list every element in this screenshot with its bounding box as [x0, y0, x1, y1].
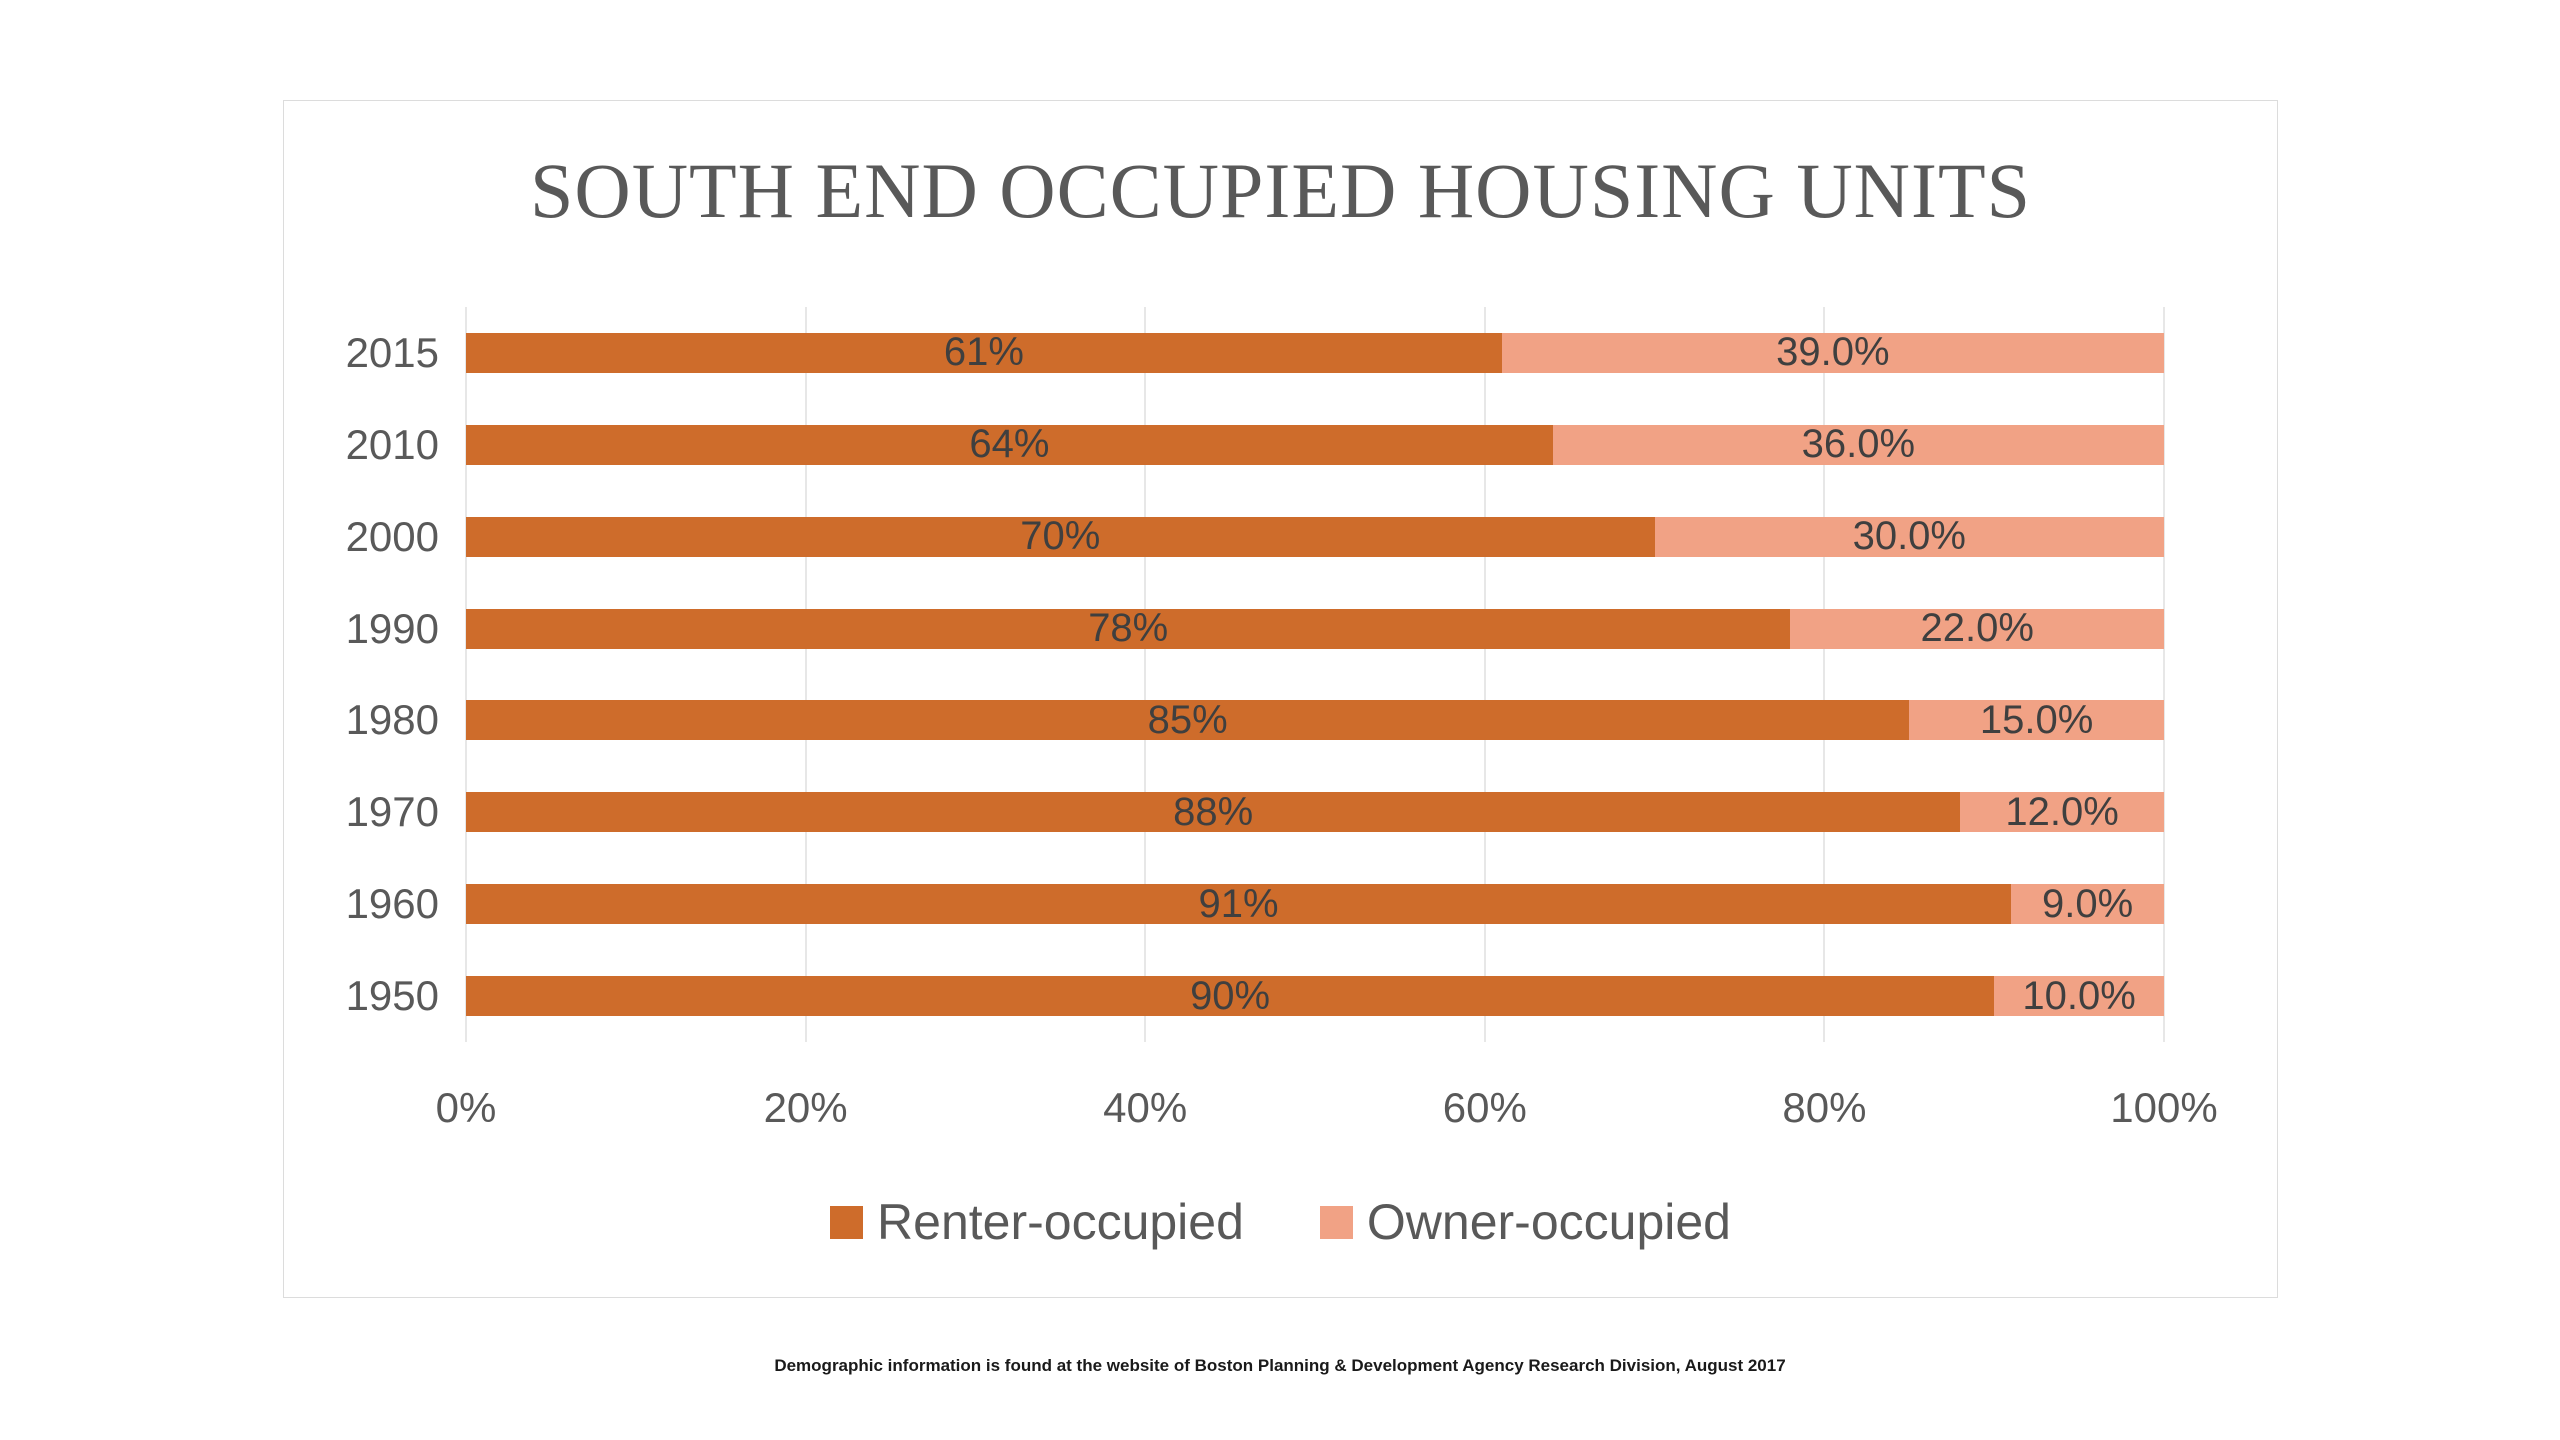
bar-row: 91% 9.0%	[466, 858, 2164, 950]
x-tick-label: 20%	[763, 1084, 848, 1131]
bar-segment: 9.0%	[2011, 881, 2164, 926]
y-axis-label: 1960	[345, 880, 439, 928]
data-label: 90%	[1190, 973, 1271, 1018]
bars-layer: 61% 39.0% 64% 36.0% 70% 30.0% 78% 22.0% 85% 15.0%…	[466, 307, 2164, 1042]
stacked-bar: 61% 39.0%	[466, 330, 2164, 375]
bar-segment: 22.0%	[1790, 606, 2164, 651]
data-label: 39.0%	[1776, 330, 1890, 375]
footnote: Demographic information is found at the …	[774, 1356, 1786, 1375]
bar-segment: 15.0%	[1909, 697, 2164, 742]
data-label: 10.0%	[2022, 973, 2136, 1018]
legend-item: Owner-occupied	[1319, 1193, 1731, 1251]
data-label: 64%	[969, 422, 1050, 467]
stacked-bar: 85% 15.0%	[466, 697, 2164, 742]
gridline	[804, 307, 807, 1042]
data-label: 70%	[1020, 514, 1101, 559]
bar-segment: 36.0%	[1552, 422, 2164, 467]
bar-row: 70% 30.0%	[466, 491, 2164, 583]
data-label: 91%	[1198, 881, 1279, 926]
bar-segment: 30.0%	[1654, 514, 2164, 559]
gridline	[1823, 307, 1826, 1042]
bar-segment: 70%	[466, 514, 1655, 559]
bar-segment: 90%	[466, 973, 1995, 1018]
gridline	[1144, 307, 1147, 1042]
data-label: 22.0%	[1920, 606, 2034, 651]
bar-row: 78% 22.0%	[466, 583, 2164, 675]
bar-segment: 91%	[466, 881, 2012, 926]
gridline	[2163, 307, 2165, 1042]
stacked-bar: 64% 36.0%	[466, 422, 2164, 467]
legend: Renter-occupied Owner-occupied	[284, 1193, 2277, 1251]
bar-segment: 10.0%	[1994, 973, 2164, 1018]
stacked-bar: 70% 30.0%	[466, 514, 2164, 559]
stacked-bar: 90% 10.0%	[466, 973, 2164, 1018]
legend-swatch	[830, 1205, 864, 1239]
stacked-bar: 78% 22.0%	[466, 606, 2164, 651]
data-label: 15.0%	[1979, 697, 2094, 742]
gridline	[1483, 307, 1486, 1042]
bar-row: 85% 15.0%	[466, 675, 2164, 767]
y-axis-label: 2000	[345, 512, 439, 560]
x-tick-label: 60%	[1442, 1084, 1527, 1131]
data-label: 78%	[1088, 606, 1169, 651]
legend-label: Renter-occupied	[877, 1194, 1244, 1250]
x-tick-label: 100%	[2110, 1084, 2218, 1131]
legend-label: Owner-occupied	[1366, 1194, 1731, 1250]
data-label: 12.0%	[2005, 789, 2119, 834]
bar-row: 64% 36.0%	[466, 399, 2164, 491]
x-tick-label: 0%	[435, 1084, 497, 1131]
data-label: 61%	[943, 330, 1024, 375]
bar-row: 90% 10.0%	[466, 950, 2164, 1042]
data-label: 88%	[1173, 789, 1254, 834]
gridline	[465, 307, 467, 1042]
y-axis-label: 2010	[345, 420, 439, 468]
stacked-bar: 88% 12.0%	[466, 789, 2164, 834]
bar-segment: 85%	[466, 697, 1910, 742]
bar-row: 61% 39.0%	[466, 307, 2164, 399]
bar-segment: 61%	[466, 330, 1502, 375]
data-label: 9.0%	[2041, 881, 2134, 926]
y-axis-label: 1950	[345, 972, 439, 1020]
legend-item: Renter-occupied	[830, 1193, 1244, 1251]
stacked-bar: 91% 9.0%	[466, 881, 2164, 926]
bar-row: 88% 12.0%	[466, 766, 2164, 858]
y-axis-label: 1980	[345, 696, 439, 744]
data-label: 30.0%	[1852, 514, 1966, 559]
legend-swatch	[1319, 1205, 1353, 1239]
data-label: 85%	[1147, 697, 1228, 742]
y-axis: 2015 2010 2000 1990 1980 1970 1960 1950	[284, 307, 466, 1042]
data-label: 36.0%	[1801, 422, 1916, 467]
x-axis: 0% 20% 40% 60% 80% 100%	[436, 1078, 2218, 1138]
chart-title: SOUTH END OCCUPIED HOUSING UNITS	[529, 147, 2031, 234]
chart-card: SOUTH END OCCUPIED HOUSING UNITS 2015 201…	[283, 100, 2278, 1298]
x-tick-label: 40%	[1103, 1084, 1188, 1131]
bar-segment: 78%	[466, 606, 1791, 651]
x-tick-label: 80%	[1782, 1084, 1867, 1131]
y-axis-label: 1990	[345, 604, 439, 652]
plot-area: 61% 39.0% 64% 36.0% 70% 30.0% 78% 22.0% 85% 15.0%…	[465, 307, 2165, 1042]
bar-segment: 64%	[466, 422, 1553, 467]
y-axis-label: 1970	[345, 788, 439, 836]
bar-segment: 12.0%	[1960, 789, 2164, 834]
y-axis-label: 2015	[345, 328, 439, 376]
bar-segment: 88%	[466, 789, 1961, 834]
bar-segment: 39.0%	[1501, 330, 2164, 375]
